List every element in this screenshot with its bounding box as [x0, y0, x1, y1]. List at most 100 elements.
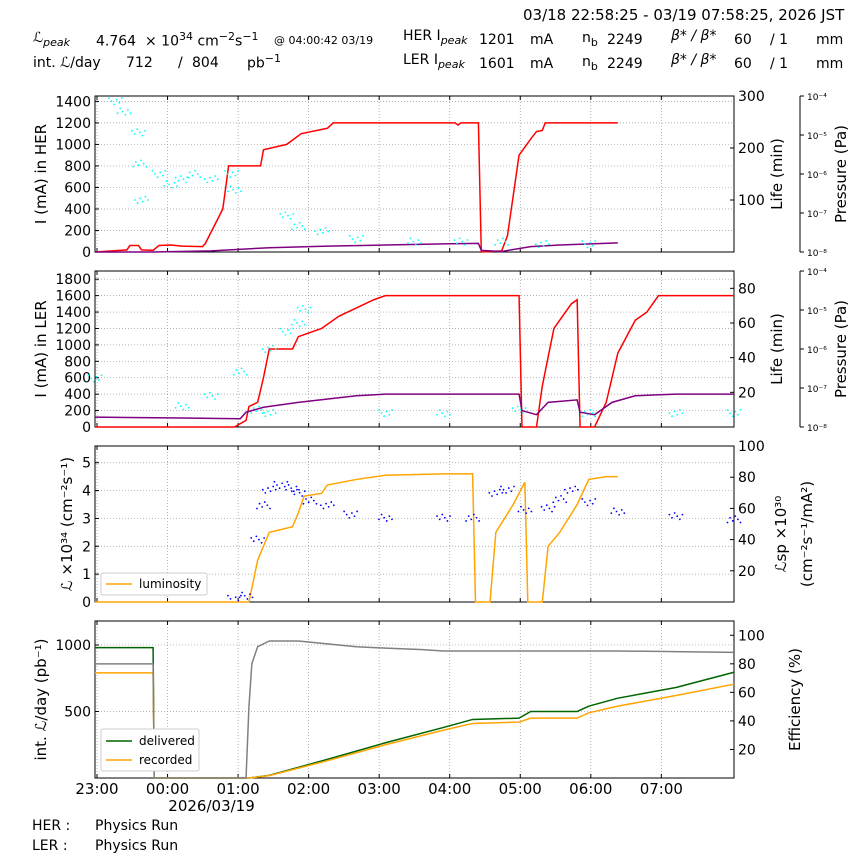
scatter-point: [349, 234, 351, 237]
scatter-point: [385, 520, 388, 522]
scatter-point: [514, 410, 517, 413]
y2-tick-label: 60: [738, 316, 756, 332]
scatter-point: [420, 242, 422, 245]
y-tick-label: 200: [64, 223, 91, 239]
scatter-point: [302, 502, 305, 505]
scatter-point: [290, 323, 293, 326]
scatter-point: [731, 415, 734, 418]
scatter-point: [279, 327, 282, 330]
scatter-point: [668, 513, 671, 516]
scatter-point: [237, 169, 239, 172]
scatter-point: [292, 490, 295, 493]
scatter-point: [100, 374, 103, 377]
scatter-point: [269, 413, 272, 416]
y2-tick-label: 80: [738, 657, 756, 673]
y-tick-label: 0: [82, 420, 91, 436]
scatter-point: [354, 241, 357, 244]
scatter-point: [188, 171, 191, 174]
scatter-point: [263, 537, 266, 539]
scatter-point: [299, 309, 302, 312]
scatter-point: [256, 507, 258, 510]
scatter-point: [343, 510, 345, 513]
scatter-point: [534, 243, 537, 246]
scatter-point: [168, 183, 171, 186]
x-tick-label: 00:00: [146, 780, 189, 798]
scatter-point: [119, 107, 122, 110]
y-tick-label: 800: [64, 354, 91, 370]
scatter-point: [141, 134, 144, 137]
scatter-point: [465, 520, 467, 522]
scatter-point: [285, 488, 287, 491]
y2-tick-label: 60: [738, 685, 756, 701]
scatter-point: [267, 410, 269, 413]
plot-frame: [94, 445, 735, 603]
scatter-point: [673, 512, 676, 514]
scatter-point: [520, 505, 522, 508]
scatter-point: [499, 242, 502, 245]
y-tick-label: 1000: [55, 137, 91, 153]
scatter-point: [441, 412, 444, 415]
scatter-point: [524, 407, 527, 409]
scatter-point: [456, 242, 458, 245]
scatter-point: [238, 596, 241, 599]
scatter-point: [671, 415, 673, 418]
scatter-point: [385, 410, 388, 413]
legend-label-luminosity: luminosity: [139, 577, 201, 591]
scatter-point: [227, 190, 229, 193]
scatter-point: [543, 509, 546, 511]
scatter-point: [581, 240, 584, 242]
scatter-point: [324, 227, 327, 229]
scatter-point: [274, 488, 277, 491]
scatter-point: [234, 596, 237, 599]
scatter-point: [289, 332, 292, 335]
scatter-point: [583, 243, 586, 246]
scatter-point: [290, 490, 293, 493]
y-tick-label: 1000: [55, 638, 91, 654]
lpeak-value: 4.764 × 1034 cm−2s−1: [96, 30, 259, 50]
x-tick-label: 02:00: [287, 780, 330, 798]
y-tick-label: 1800: [55, 272, 91, 288]
scatter-point: [211, 179, 214, 182]
x-tick-label: 03:00: [358, 780, 401, 798]
y-tick-label: 400: [64, 387, 91, 403]
scatter-point: [453, 239, 456, 241]
scatter-point: [563, 488, 566, 491]
scatter-point: [378, 518, 380, 521]
scatter-point: [407, 242, 409, 245]
plot-frame: [94, 95, 735, 253]
scatter-point: [258, 405, 260, 408]
scatter-point: [238, 372, 240, 375]
scatter-point: [586, 504, 589, 507]
ler-beta-sep: / 1: [770, 56, 789, 72]
scatter-point: [216, 393, 219, 396]
scatter-point: [618, 513, 621, 516]
scatter-point: [296, 226, 298, 229]
scatter-point: [161, 174, 164, 177]
scatter-point: [110, 100, 113, 103]
y-tick-label: 600: [64, 371, 91, 387]
scatter-point: [185, 403, 187, 406]
legend-box: [100, 572, 208, 596]
intl-label: int. ℒ/day: [33, 55, 101, 71]
scatter-point: [177, 179, 180, 182]
scatter-point: [293, 318, 296, 321]
scatter-point: [303, 228, 306, 231]
scatter-point: [731, 520, 734, 522]
scatter-point: [496, 239, 499, 241]
y-tick-label: 200: [64, 404, 91, 420]
scatter-point: [470, 518, 473, 521]
scatter-point: [260, 541, 263, 544]
pressure-tick-label: 10⁻⁴: [807, 268, 827, 278]
scatter-point: [269, 507, 271, 510]
scatter-point: [325, 502, 327, 505]
scatter-point: [260, 408, 263, 411]
x-tick-label: 23:00: [75, 780, 118, 798]
scatter-point: [264, 415, 267, 418]
scatter-point: [566, 491, 569, 494]
scatter-point: [185, 181, 187, 184]
scatter-point: [287, 484, 290, 486]
scatter-point: [502, 488, 505, 491]
scatter-point: [356, 510, 358, 513]
scatter-point: [303, 323, 306, 326]
scatter-point: [488, 491, 491, 494]
